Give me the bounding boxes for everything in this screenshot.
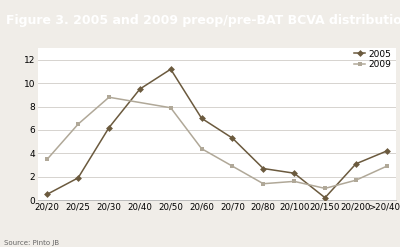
2009 — [261, 182, 266, 185]
2009 — [292, 180, 296, 183]
2005 — [230, 137, 235, 140]
2009 — [45, 158, 50, 161]
2009 — [168, 106, 173, 109]
2005 — [45, 193, 50, 196]
2005 — [168, 68, 173, 71]
Line: 2005: 2005 — [45, 67, 389, 200]
Text: Source: Pinto JB: Source: Pinto JB — [4, 240, 59, 246]
2005 — [138, 88, 142, 91]
2009 — [230, 165, 235, 168]
2005 — [261, 167, 266, 170]
Line: 2009: 2009 — [45, 95, 389, 191]
2009 — [384, 165, 389, 168]
2005 — [292, 172, 296, 175]
Text: Figure 3. 2005 and 2009 preop/pre-BAT BCVA distributions: Figure 3. 2005 and 2009 preop/pre-BAT BC… — [6, 14, 400, 27]
Legend: 2005, 2009: 2005, 2009 — [354, 50, 392, 69]
2009 — [76, 123, 80, 126]
2005 — [384, 149, 389, 152]
2005 — [354, 162, 358, 165]
2005 — [199, 117, 204, 120]
2009 — [199, 147, 204, 150]
2009 — [323, 187, 328, 190]
2005 — [106, 126, 111, 129]
2009 — [354, 179, 358, 182]
2005 — [76, 176, 80, 179]
2005 — [323, 196, 328, 199]
2009 — [106, 96, 111, 99]
